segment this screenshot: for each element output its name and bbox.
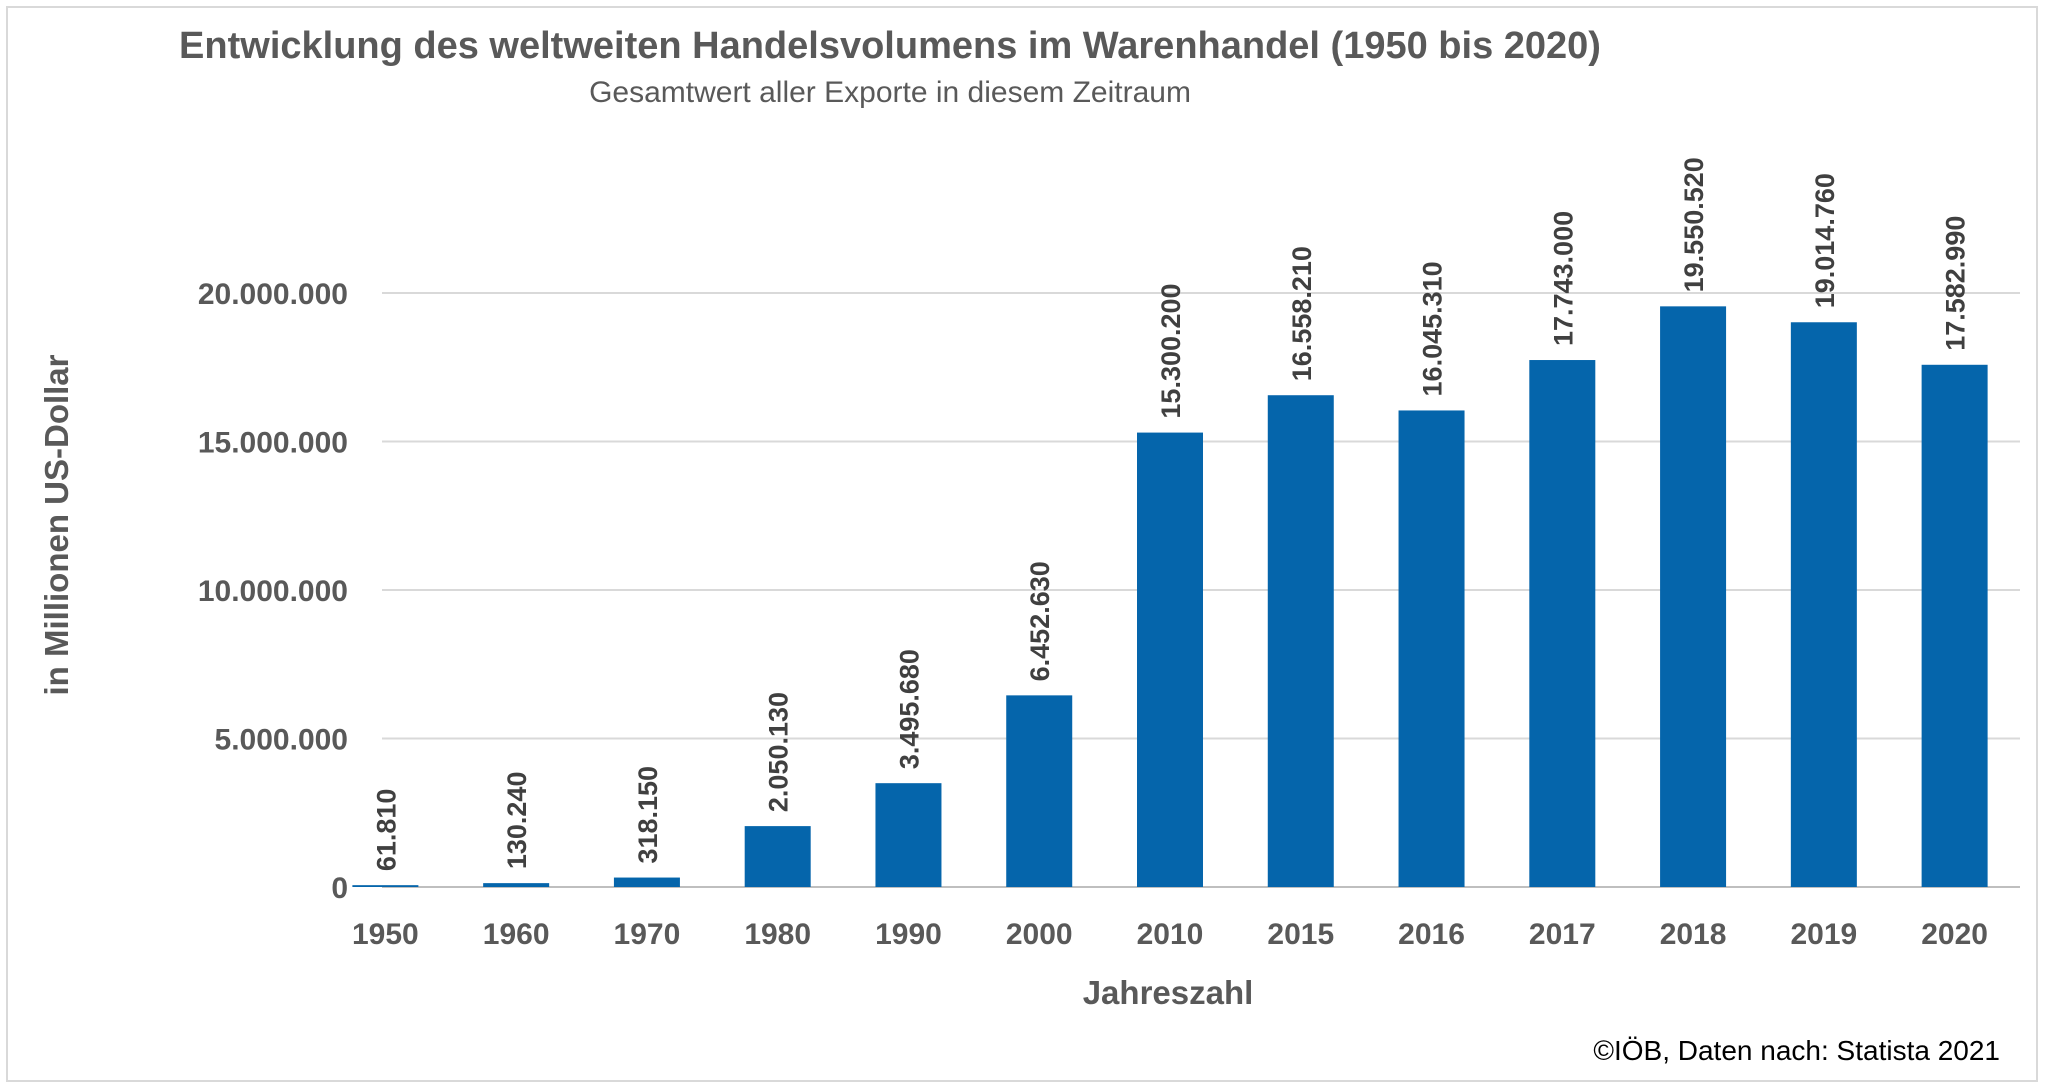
x-tick-label: 2018: [1660, 918, 1727, 951]
y-tick-label: 20.000.000: [198, 278, 348, 311]
x-tick-label: 2000: [1006, 918, 1073, 951]
x-tick-label: 2016: [1398, 918, 1465, 951]
x-tick-label: 1990: [875, 918, 942, 951]
data-label: 130.240: [502, 772, 532, 870]
source-footer: ©IÖB, Daten nach: Statista 2021: [1593, 1035, 2000, 1066]
x-tick-label: 2010: [1137, 918, 1204, 951]
bar-2020: [1921, 364, 1988, 888]
bar-2018: [1660, 306, 1727, 887]
data-label: 17.582.990: [1941, 216, 1971, 351]
x-tick-label: 1980: [744, 918, 811, 951]
bar-1960: [483, 883, 550, 887]
x-tick-label: 2020: [1921, 918, 1988, 951]
bar-1970: [613, 877, 680, 887]
bar-2019: [1790, 322, 1857, 888]
data-label: 16.045.310: [1418, 261, 1448, 396]
x-tick-label: 1970: [614, 918, 681, 951]
y-tick-label: 15.000.000: [198, 427, 348, 460]
data-label: 19.014.760: [1810, 173, 1840, 308]
y-axis-title: in Millionen US-Dollar: [38, 354, 75, 695]
data-label: 61.810: [371, 789, 401, 872]
data-label: 318.150: [633, 766, 663, 864]
chart-frame: [6, 6, 2038, 1082]
bar-1990: [875, 783, 942, 887]
y-tick-label: 5.000.000: [215, 724, 348, 757]
data-label: 17.743.000: [1548, 211, 1578, 346]
chart-subtitle: Gesamtwert aller Exporte in diesem Zeitr…: [589, 76, 1191, 109]
x-tick-label: 1960: [483, 918, 550, 951]
x-tick-label: 2019: [1790, 918, 1857, 951]
bar-1950: [352, 885, 419, 887]
data-label: 15.300.200: [1156, 283, 1186, 418]
data-label: 6.452.630: [1025, 561, 1055, 681]
bar-1980: [744, 826, 811, 887]
chart-title: Entwicklung des weltweiten Handelsvolume…: [179, 25, 1601, 67]
data-label: 19.550.520: [1679, 157, 1709, 292]
bar-2016: [1398, 410, 1465, 887]
data-label: 16.558.210: [1287, 246, 1317, 381]
x-axis-title: Jahreszahl: [1083, 974, 1254, 1011]
x-tick-label: 2015: [1267, 918, 1334, 951]
bar-2017: [1529, 360, 1596, 887]
bar-2015: [1267, 395, 1334, 887]
y-tick-label: 0: [331, 872, 348, 905]
x-tick-label: 2017: [1529, 918, 1596, 951]
bar-2010: [1137, 432, 1203, 887]
x-tick-label: 1950: [352, 918, 419, 951]
data-label: 3.495.680: [894, 649, 924, 769]
y-tick-label: 10.000.000: [198, 575, 348, 608]
data-label: 2.050.130: [764, 692, 794, 812]
bar-2000: [1006, 695, 1073, 887]
